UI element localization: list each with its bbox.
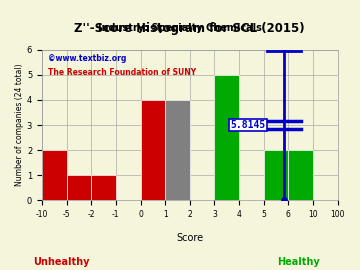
Text: Healthy: Healthy [278,257,320,267]
Text: The Research Foundation of SUNY: The Research Foundation of SUNY [48,68,196,77]
Y-axis label: Number of companies (24 total): Number of companies (24 total) [15,64,24,186]
Bar [91,175,116,200]
Text: 5.8145: 5.8145 [230,120,265,130]
Bar [165,100,190,200]
Bar [288,150,313,200]
Title: Z''-Score Histogram for SCL (2015): Z''-Score Histogram for SCL (2015) [75,22,305,35]
Bar [42,150,67,200]
Text: Unhealthy: Unhealthy [33,257,89,267]
Bar [140,100,165,200]
Bar [215,75,239,200]
Text: Industry: Specialty Chemicals: Industry: Specialty Chemicals [98,23,262,33]
X-axis label: Score: Score [176,233,203,243]
Bar [264,150,288,200]
Bar [67,175,91,200]
Text: ©www.textbiz.org: ©www.textbiz.org [48,54,126,63]
